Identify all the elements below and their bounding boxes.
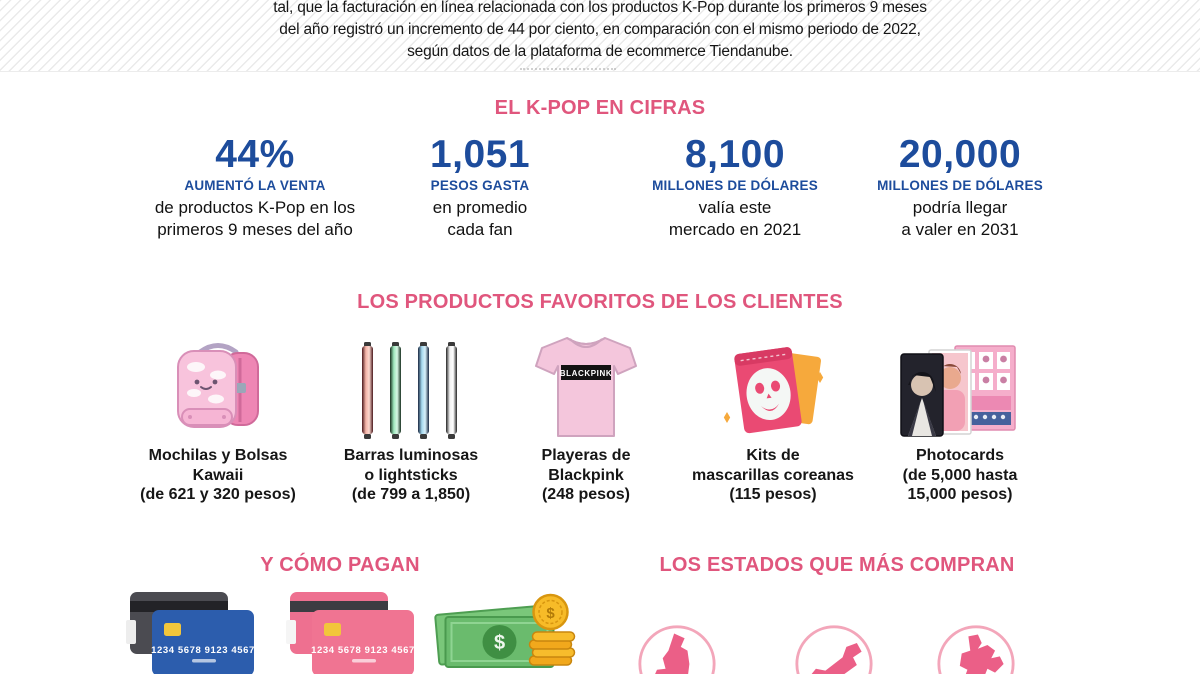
- stat-mercado-2031-desc: podría llegar a valer en 2031: [901, 198, 1019, 239]
- product-lightsticks: Barras luminosas o lightsticks (de 799 a…: [311, 330, 511, 505]
- stat-venta-value: 44%: [215, 133, 295, 176]
- photocards-icon: [860, 330, 1060, 442]
- stat-gasto-value: 1,051: [429, 133, 531, 176]
- stat-mercado-2021-value: 8,100: [684, 133, 786, 176]
- stat-mercado-2031-label: MILLONES DE DÓLARES: [877, 178, 1043, 193]
- product-photocards-label: Photocards (de 5,000 hasta 15,000 pesos): [902, 447, 1018, 503]
- product-photocards: Photocards (de 5,000 hasta 15,000 pesos): [860, 330, 1060, 505]
- intro-line-2: del año registró un incremento de 44 por…: [279, 21, 921, 38]
- kawaii-backpack-icon: [118, 330, 318, 442]
- product-lightsticks-label: Barras luminosas o lightsticks (de 799 a…: [343, 447, 479, 503]
- state-map-1-icon: [637, 622, 717, 674]
- product-mascarillas: Kits de mascarillas coreanas (115 pesos): [673, 330, 873, 505]
- stat-gasto-label: PESOS GASTA: [430, 178, 530, 193]
- product-mascarillas-label: Kits de mascarillas coreanas (115 pesos): [692, 447, 854, 503]
- stat-mercado-2021-label: MILLONES DE DÓLARES: [652, 178, 818, 193]
- blue-card-number: 1234 5678 9123 4567: [151, 645, 254, 656]
- pink-credit-cards-icon: 1234 5678 9123 4567: [286, 590, 414, 674]
- stat-gasto: 1,051 PESOS GASTA en promedio cada fan: [330, 135, 630, 240]
- korean-mask-kit-icon: [673, 330, 873, 442]
- intro-band: tal, que la facturación en línea relacio…: [0, 0, 1200, 72]
- intro-line-3: según datos de la plataforma de ecommerc…: [407, 43, 793, 60]
- cifras-title: EL K-POP EN CIFRAS: [494, 97, 706, 119]
- stat-mercado-2021-desc: valía este mercado en 2021: [668, 198, 802, 239]
- stat-gasto-desc: en promedio cada fan: [432, 198, 528, 239]
- fold-mark: [520, 68, 616, 70]
- state-map-2-icon: [794, 622, 874, 674]
- cash-bills-coins-icon: $ $: [432, 590, 577, 674]
- pagos-title: Y CÓMO PAGAN: [260, 554, 420, 576]
- blackpink-logo-text: BLACKPINK: [560, 369, 613, 378]
- state-map-3-icon: [936, 622, 1016, 674]
- pink-card-number: 1234 5678 9123 4567: [311, 645, 414, 656]
- svg-text:$: $: [494, 632, 505, 654]
- stat-venta-label: AUMENTÓ LA VENTA: [184, 178, 326, 193]
- svg-text:$: $: [546, 605, 555, 622]
- productos-title: LOS PRODUCTOS FAVORITOS DE LOS CLIENTES: [357, 291, 843, 313]
- stat-mercado-2031: 20,000 MILLONES DE DÓLARES podría llegar…: [810, 135, 1110, 240]
- stat-mercado-2021: 8,100 MILLONES DE DÓLARES valía este mer…: [585, 135, 885, 240]
- product-mochilas: Mochilas y Bolsas Kawaii (de 621 y 320 p…: [118, 330, 318, 505]
- blue-credit-cards-icon: 1234 5678 9123 4567: [126, 590, 254, 674]
- stat-venta: 44% AUMENTÓ LA VENTA de productos K-Pop …: [105, 135, 405, 240]
- estados-title: LOS ESTADOS QUE MÁS COMPRAN: [659, 554, 1015, 576]
- product-mochilas-label: Mochilas y Bolsas Kawaii (de 621 y 320 p…: [140, 447, 296, 503]
- lightsticks-icon: [311, 330, 511, 442]
- blackpink-tshirt-icon: BLACKPINK: [486, 330, 686, 442]
- product-playeras-label: Playeras de Blackpink (248 pesos): [541, 447, 631, 503]
- intro-paragraph: tal, que la facturación en línea relacio…: [0, 0, 1200, 63]
- stat-venta-desc: de productos K-Pop en los primeros 9 mes…: [154, 198, 356, 239]
- intro-line-1: tal, que la facturación en línea relacio…: [273, 0, 927, 16]
- product-playeras: BLACKPINK Playeras de Blackpink (248 pes…: [486, 330, 686, 505]
- stat-mercado-2031-value: 20,000: [898, 133, 1022, 176]
